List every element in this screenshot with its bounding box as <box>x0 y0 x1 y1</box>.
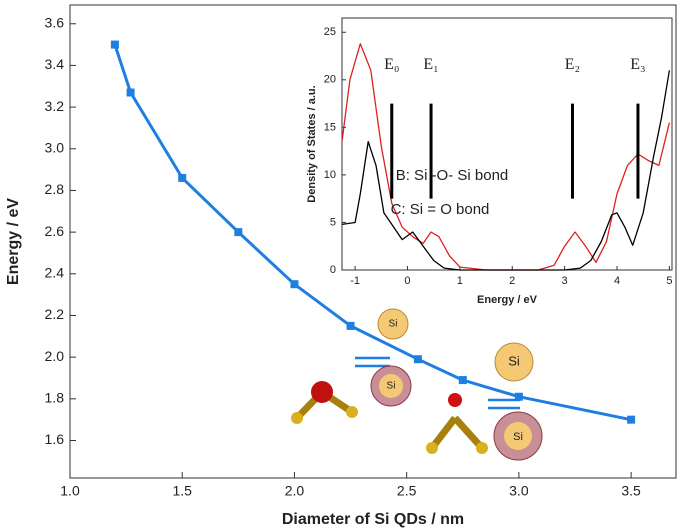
y-tick-label: 0 <box>330 264 336 276</box>
point <box>346 321 355 330</box>
atom <box>346 406 358 418</box>
point <box>514 392 523 401</box>
qd-dot <box>494 342 534 382</box>
x-tick-label: 1 <box>457 275 463 287</box>
point <box>110 40 119 49</box>
atom <box>476 442 488 454</box>
y-axis-label: Energy / eV <box>5 198 22 285</box>
atom <box>311 381 333 403</box>
x-tick-label: 1.5 <box>172 483 192 499</box>
y-tick-label: 20 <box>324 74 336 86</box>
series-line <box>113 44 632 422</box>
series-line <box>341 70 671 271</box>
qd-dot <box>379 374 403 398</box>
y-tick-label: 2.4 <box>45 265 65 281</box>
energy-level-label: E₀ <box>384 56 399 73</box>
y-tick-label: 25 <box>324 26 336 38</box>
energy-level-label: E₁ <box>423 56 438 73</box>
y-tick-label: 1.6 <box>45 431 65 447</box>
annotation: B: Si -O- Si bond <box>396 167 509 184</box>
y-tick-label: 2.8 <box>45 181 65 197</box>
y-tick-label: 5 <box>330 216 336 228</box>
point <box>178 173 187 182</box>
point <box>234 228 243 237</box>
y-tick-label: 3.6 <box>45 14 65 30</box>
x-tick-label: 2 <box>509 275 515 287</box>
x-tick-label: -1 <box>350 275 360 287</box>
x-tick-label: 4 <box>614 275 620 287</box>
annotation: Si <box>389 319 398 330</box>
atom <box>426 442 438 454</box>
annotation: Si <box>387 381 396 392</box>
point <box>627 415 636 424</box>
y-tick-label: 3.2 <box>45 98 65 114</box>
y-tick-label: 2.0 <box>45 348 65 364</box>
x-tick-label: 3.5 <box>621 483 641 499</box>
point <box>290 280 299 289</box>
x-tick-label: 3 <box>562 275 568 287</box>
illustrations <box>291 308 543 461</box>
energy-level-label: E₂ <box>565 56 580 73</box>
annotation: Si <box>513 431 523 443</box>
qd-dot <box>377 308 409 340</box>
x-tick-label: 2.5 <box>397 483 417 499</box>
y-tick-label: 10 <box>324 169 336 181</box>
plot-frame <box>69 4 677 479</box>
x-axis-label: Diameter of Si QDs / nm <box>282 511 464 528</box>
qd-dot <box>504 422 532 450</box>
point <box>126 88 135 97</box>
atom <box>448 393 462 407</box>
y-tick-label: 15 <box>324 121 336 133</box>
x-tick-label: 0 <box>404 275 410 287</box>
atom <box>291 412 303 424</box>
y-tick-label: 2.2 <box>45 306 65 322</box>
energy-level-label: E₃ <box>630 56 645 73</box>
y-tick-label: 3.0 <box>45 139 65 155</box>
annotation: C: Si = O bond <box>391 201 490 218</box>
x-tick-label: 1.0 <box>60 483 80 499</box>
y-axis-label: Density of States / a.u. <box>306 85 318 202</box>
x-tick-label: 3.0 <box>509 483 529 499</box>
point <box>458 376 467 385</box>
annotation: Si <box>508 353 520 368</box>
x-tick-label: 2.0 <box>285 483 305 499</box>
point <box>413 355 422 364</box>
x-tick-label: 5 <box>666 275 672 287</box>
x-axis-label: Energy / eV <box>477 294 538 306</box>
y-tick-label: 3.4 <box>45 56 65 72</box>
y-tick-label: 2.6 <box>45 223 65 239</box>
y-tick-label: 1.8 <box>45 390 65 406</box>
